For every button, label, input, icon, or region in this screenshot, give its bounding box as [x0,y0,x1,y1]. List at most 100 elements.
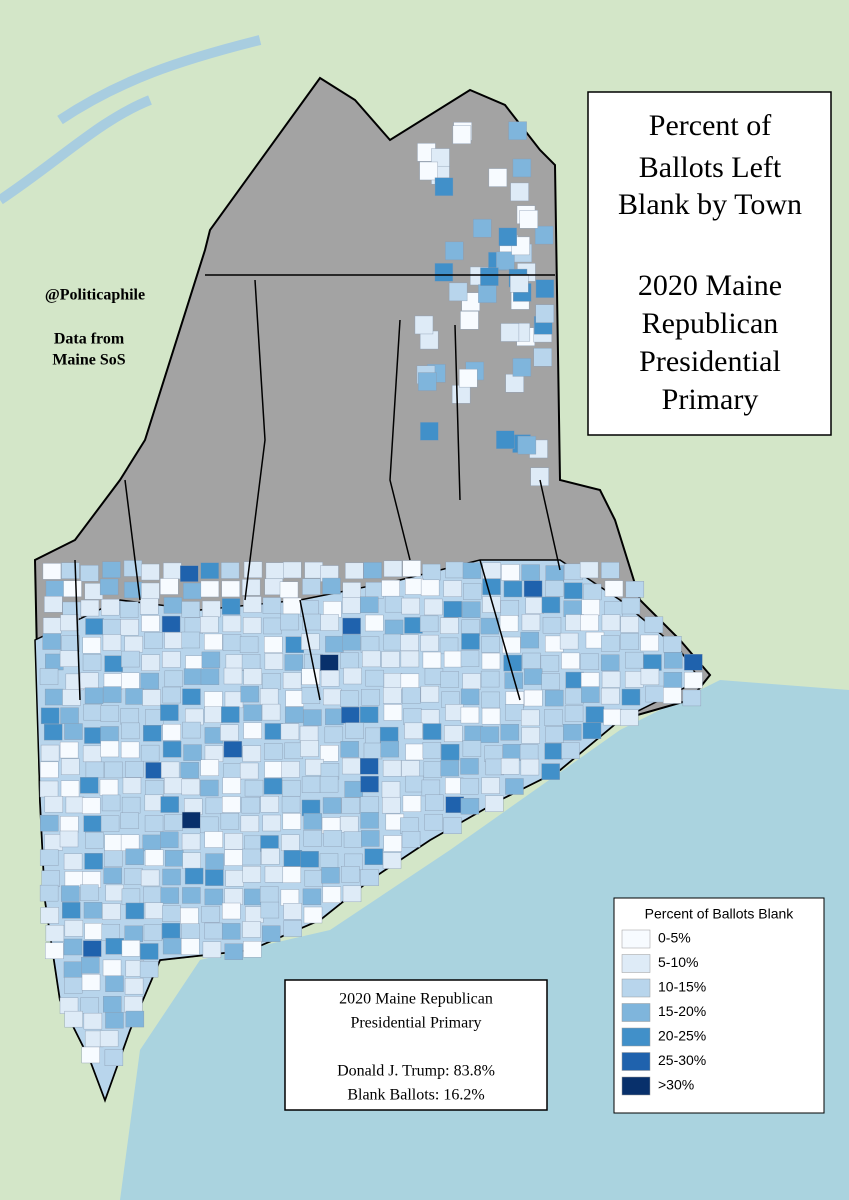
town [364,848,383,865]
town [140,672,159,690]
town [481,652,501,670]
town [264,653,284,670]
town [508,121,527,140]
town [303,830,322,847]
credit: Maine SoS [52,352,125,369]
town [119,601,139,618]
town [160,704,179,721]
town [342,885,362,903]
town [643,654,662,671]
town [164,777,183,795]
town [45,580,65,597]
town [65,796,85,814]
legend-label: 5-10% [658,954,698,970]
town [645,685,664,703]
town [414,315,434,335]
town [85,761,105,779]
town [282,597,302,615]
town [365,669,384,687]
town [481,636,500,653]
town [103,867,122,884]
legend-label: 0-5% [658,930,691,946]
town [124,977,144,995]
town [264,743,283,760]
town [502,636,521,654]
town [223,667,243,685]
town [440,759,459,777]
town [303,906,323,924]
town [42,633,61,650]
town [222,615,242,633]
town [420,579,440,597]
town [424,668,444,685]
town [462,562,482,579]
town [443,601,462,618]
town [324,726,344,744]
town [360,796,379,813]
town [259,886,279,903]
town [544,743,563,760]
town [103,686,122,703]
summary-heading: Presidential Primary [350,1015,481,1032]
town [481,691,500,709]
town [42,617,62,634]
town [360,775,379,793]
town [460,650,480,667]
town [663,672,683,689]
town [500,758,520,775]
town [144,849,164,866]
towns [39,121,703,1066]
town [85,618,104,635]
town [304,870,324,887]
town [525,597,544,614]
town [320,614,339,631]
town [342,634,361,651]
town [80,884,99,901]
town [163,597,183,614]
town [120,708,139,725]
town [359,706,379,723]
town [224,691,244,709]
town [282,866,302,883]
town [121,672,140,689]
town [59,830,79,848]
town [63,961,83,978]
town [243,668,262,685]
town [44,596,63,613]
town [460,688,480,706]
town [512,158,532,178]
town [105,884,124,902]
town [200,759,219,777]
town [124,635,143,653]
town [243,561,263,578]
town [85,832,104,849]
town [39,668,59,685]
town [160,761,180,779]
town [345,722,364,739]
town [419,161,438,181]
town [418,372,437,391]
town [284,654,304,671]
town [505,704,524,721]
town [80,599,100,617]
town [402,687,421,704]
town [81,1046,100,1064]
town [141,582,160,600]
town [121,650,140,668]
town [201,906,220,923]
town [82,654,102,671]
town [424,813,443,831]
town [104,761,123,779]
town [601,671,621,688]
town [160,831,179,849]
town [40,761,59,779]
town [488,168,508,187]
town [60,816,79,833]
town [585,706,605,723]
town [422,651,442,669]
legend-swatch [621,929,651,949]
town [223,741,243,758]
town [125,848,144,865]
town [220,562,240,579]
town [451,385,471,404]
